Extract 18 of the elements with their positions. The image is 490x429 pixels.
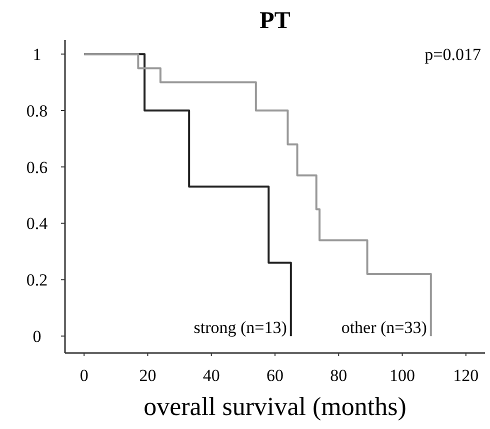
- x-tick-label: 0: [80, 366, 88, 385]
- chart-title: PT: [260, 8, 290, 34]
- series-label: strong (n=13): [194, 318, 287, 337]
- y-tick-label: 1: [32, 45, 42, 64]
- x-tick-label: 100: [390, 366, 416, 385]
- y-tick-label: 0.8: [26, 101, 48, 120]
- y-tick-label: 0: [32, 327, 42, 346]
- y-tick-label: 0.4: [26, 214, 48, 234]
- x-tick-label: 20: [139, 366, 156, 385]
- x-axis-title: overall survival (months): [144, 392, 406, 421]
- x-tick-label: 60: [266, 366, 284, 385]
- y-tick-label: 0.6: [26, 158, 48, 177]
- y-tick-label: 0.2: [26, 270, 48, 290]
- x-tick-label: 120: [453, 366, 479, 385]
- series-label: other (n=33): [341, 318, 427, 337]
- x-tick-label: 80: [330, 366, 348, 385]
- x-tick-label: 40: [202, 366, 220, 385]
- annotation: p=0.017: [424, 45, 482, 64]
